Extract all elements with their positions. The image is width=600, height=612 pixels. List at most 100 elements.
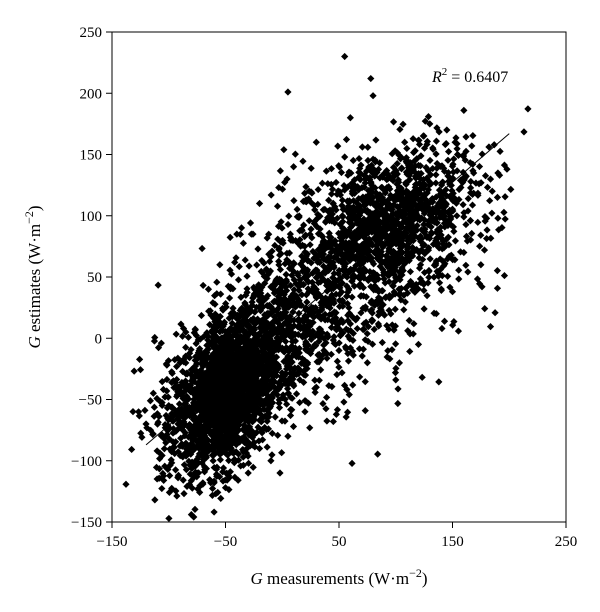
data-point — [387, 267, 395, 275]
data-point — [211, 318, 219, 326]
data-point — [426, 255, 434, 263]
data-point — [406, 254, 414, 262]
data-point — [343, 385, 351, 394]
data-point — [225, 456, 233, 465]
data-point — [253, 315, 262, 323]
data-point — [340, 398, 348, 406]
data-point — [173, 362, 181, 371]
data-point — [282, 279, 290, 287]
data-point — [429, 164, 437, 173]
data-point — [383, 322, 391, 330]
data-point — [247, 368, 256, 376]
data-point — [208, 491, 216, 499]
data-point — [270, 389, 278, 397]
data-point — [240, 438, 249, 447]
data-point — [320, 346, 328, 355]
data-point — [462, 147, 470, 156]
data-point — [423, 292, 431, 300]
data-point — [481, 213, 489, 221]
data-point — [248, 441, 257, 449]
data-point — [295, 286, 303, 294]
data-point — [390, 173, 398, 181]
data-point — [276, 279, 284, 287]
data-point — [367, 283, 375, 291]
data-point — [209, 372, 217, 380]
data-point — [435, 279, 444, 287]
data-point — [134, 408, 143, 416]
data-point — [318, 351, 327, 359]
data-point — [226, 233, 234, 241]
data-point — [432, 179, 440, 187]
data-point — [245, 310, 253, 318]
data-point — [163, 387, 171, 395]
data-point — [231, 473, 239, 481]
data-point — [244, 352, 252, 360]
data-point — [197, 389, 205, 398]
data-point — [329, 274, 337, 282]
data-point — [392, 274, 400, 282]
data-point — [226, 266, 234, 274]
data-point — [339, 302, 347, 310]
data-point — [278, 449, 286, 457]
data-point — [409, 286, 417, 294]
data-point — [216, 386, 224, 394]
data-point — [425, 273, 433, 281]
data-point — [416, 203, 424, 211]
data-point — [325, 229, 333, 237]
data-point — [275, 244, 283, 252]
data-point — [243, 428, 251, 436]
data-point — [200, 468, 209, 476]
data-point — [339, 266, 347, 274]
data-points — [122, 52, 532, 523]
data-point — [236, 417, 244, 426]
data-point — [378, 338, 386, 347]
data-point — [241, 359, 249, 367]
data-point — [181, 414, 189, 422]
data-point — [263, 274, 271, 283]
data-point — [299, 157, 307, 165]
data-point — [159, 469, 167, 478]
data-point — [355, 345, 364, 353]
data-point — [455, 266, 463, 274]
data-point — [226, 324, 235, 332]
data-point — [427, 230, 435, 238]
data-point — [345, 218, 354, 227]
data-point — [300, 367, 308, 375]
data-point — [468, 229, 476, 238]
data-point — [393, 160, 401, 168]
data-point — [192, 437, 200, 445]
data-point — [450, 317, 458, 326]
data-point — [278, 417, 286, 425]
data-point — [483, 226, 491, 234]
data-point — [182, 439, 190, 447]
data-point — [368, 309, 376, 317]
data-point — [196, 335, 204, 343]
data-point — [356, 164, 364, 172]
data-point — [317, 315, 325, 323]
data-point — [433, 164, 441, 172]
data-point — [418, 226, 426, 234]
data-point — [366, 208, 374, 217]
data-point — [203, 352, 211, 360]
data-point — [295, 370, 303, 378]
data-point — [187, 384, 195, 392]
data-point — [223, 334, 231, 342]
data-point — [251, 308, 259, 316]
data-point — [282, 270, 290, 279]
data-point — [188, 378, 197, 386]
data-point — [386, 246, 394, 254]
data-point — [289, 267, 297, 275]
data-point — [210, 508, 218, 516]
data-point — [281, 298, 289, 306]
data-point — [498, 224, 506, 232]
data-point — [329, 417, 337, 426]
data-point — [356, 292, 365, 300]
data-point — [372, 199, 380, 207]
data-point — [318, 306, 326, 314]
data-point — [359, 284, 367, 292]
data-point — [345, 390, 353, 399]
data-point — [206, 321, 214, 329]
data-point — [287, 292, 295, 301]
data-point — [290, 316, 298, 324]
